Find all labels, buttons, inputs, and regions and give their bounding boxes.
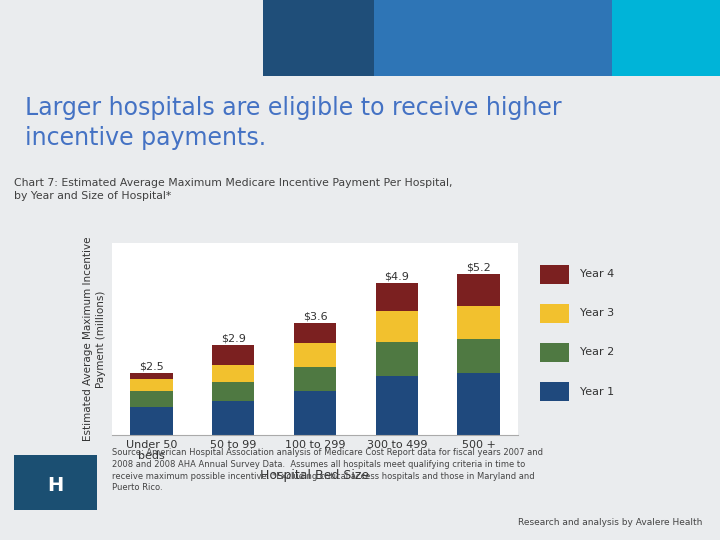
- Bar: [457, 306, 500, 339]
- Bar: [457, 373, 500, 435]
- Bar: [457, 339, 500, 373]
- Text: Source: American Hospital Association analysis of Medicare Cost Report data for : Source: American Hospital Association an…: [112, 448, 543, 492]
- Text: $2.5: $2.5: [139, 361, 163, 371]
- Bar: [130, 373, 173, 379]
- Bar: [540, 304, 569, 323]
- Text: Research and analysis by Avalere Health: Research and analysis by Avalere Health: [518, 517, 703, 526]
- Bar: [14, 455, 97, 510]
- Bar: [212, 401, 254, 435]
- Bar: [294, 367, 336, 392]
- Text: $4.9: $4.9: [384, 271, 409, 281]
- Text: Chart 7: Estimated Average Maximum Medicare Incentive Payment Per Hospital,
by Y: Chart 7: Estimated Average Maximum Medic…: [14, 178, 453, 201]
- Text: $2.9: $2.9: [221, 333, 246, 343]
- Text: H: H: [48, 476, 64, 495]
- Bar: [130, 379, 173, 392]
- Bar: [130, 407, 173, 435]
- Bar: [212, 345, 254, 365]
- Bar: [540, 382, 569, 401]
- Bar: [263, 0, 374, 76]
- Bar: [212, 382, 254, 401]
- Bar: [376, 311, 418, 342]
- Y-axis label: Estimated Average Maximum Incentive
Payment (millions): Estimated Average Maximum Incentive Paym…: [83, 237, 106, 441]
- Bar: [376, 376, 418, 435]
- Bar: [540, 343, 569, 362]
- Text: $3.6: $3.6: [302, 312, 328, 321]
- Text: Year 3: Year 3: [580, 308, 613, 319]
- Bar: [376, 283, 418, 311]
- Text: $5.2: $5.2: [467, 262, 491, 272]
- Bar: [212, 365, 254, 382]
- Bar: [294, 323, 336, 343]
- Bar: [294, 392, 336, 435]
- Text: Year 1: Year 1: [580, 387, 613, 396]
- Bar: [612, 0, 720, 76]
- X-axis label: Hospital Bed Size: Hospital Bed Size: [261, 469, 369, 483]
- Bar: [130, 392, 173, 407]
- Bar: [374, 0, 612, 76]
- Bar: [457, 274, 500, 306]
- Text: Year 2: Year 2: [580, 347, 614, 357]
- Bar: [376, 342, 418, 376]
- Text: Year 4: Year 4: [580, 269, 614, 279]
- Text: American Hospital
Association: American Hospital Association: [27, 491, 85, 502]
- Text: Larger hospitals are eligible to receive higher
incentive payments.: Larger hospitals are eligible to receive…: [25, 96, 562, 150]
- Bar: [294, 343, 336, 367]
- Bar: [540, 265, 569, 284]
